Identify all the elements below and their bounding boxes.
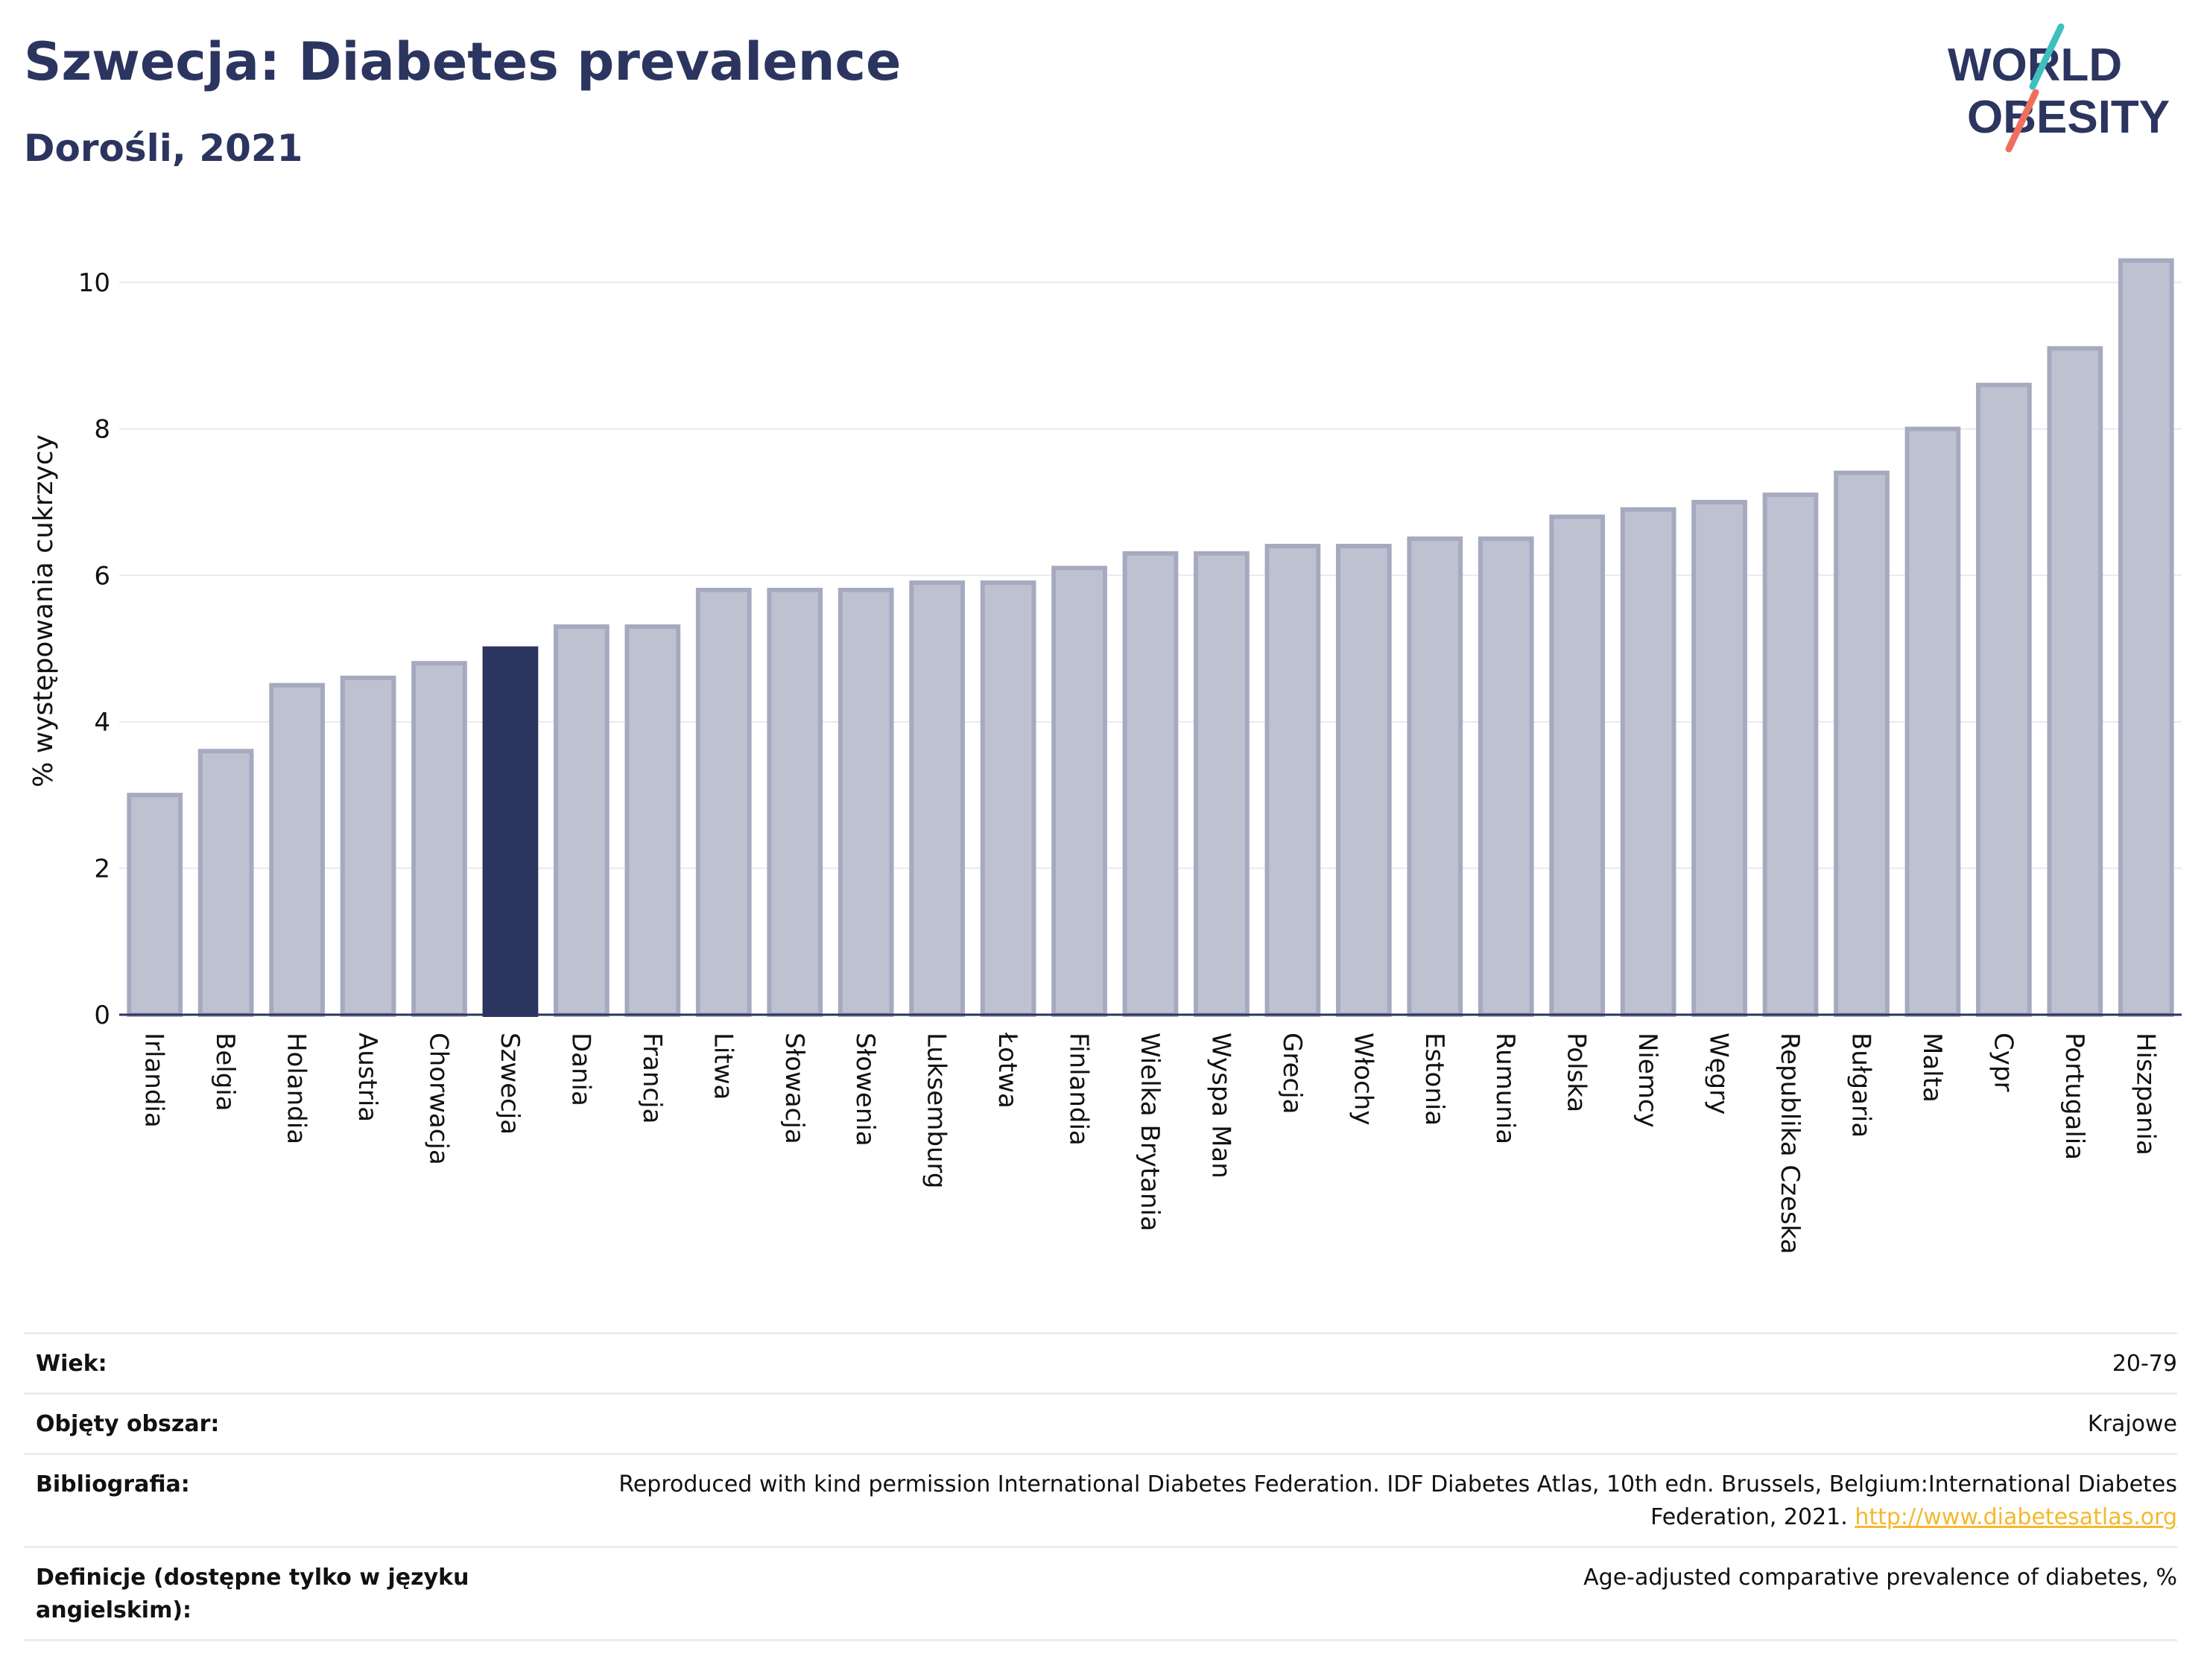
x-tick-label: Belgia xyxy=(210,1033,240,1112)
x-tick-label: Bułgaria xyxy=(1846,1033,1875,1138)
bar xyxy=(554,624,609,1017)
x-tick-label: Litwa xyxy=(708,1033,738,1100)
y-tick-label: 0 xyxy=(94,1001,110,1030)
y-axis-label: % występowania cukrzycy xyxy=(28,434,59,787)
y-tick-label: 8 xyxy=(94,415,110,445)
x-tick-label: Austria xyxy=(352,1033,382,1122)
x-tick-label: Francja xyxy=(637,1033,667,1123)
x-tick-label: Grecja xyxy=(1277,1033,1307,1114)
x-tick-label: Słowacja xyxy=(779,1033,809,1144)
info-key-definitions: Definicje (dostępne tylko w języku angie… xyxy=(36,1565,469,1623)
x-tick-label: Wielka Brytania xyxy=(1135,1033,1165,1232)
chart-title: Szwecja: Diabetes prevalence xyxy=(24,31,902,92)
x-tick-label: Holandia xyxy=(282,1033,311,1144)
x-tick-label: Irlandia xyxy=(139,1033,169,1128)
bibliography-link[interactable]: http://www.diabetesatlas.org xyxy=(1855,1504,2177,1530)
info-value-bibliography: Reproduced with kind permission Internat… xyxy=(483,1454,2177,1547)
bar xyxy=(1691,500,1747,1017)
info-key-age: Wiek: xyxy=(36,1351,107,1377)
chart-subtitle: Dorośli, 2021 xyxy=(24,127,303,170)
y-tick-label: 2 xyxy=(94,854,110,884)
x-tick-label: Republika Czeska xyxy=(1775,1033,1805,1255)
axis-layer: 0 2 4 6 8 10 Irlandia Belgia Holandia Austria Chor… xyxy=(78,268,2182,1255)
bibliography-text: Reproduced with kind permission Internat… xyxy=(618,1471,2177,1530)
bar xyxy=(411,661,467,1017)
bar xyxy=(340,675,396,1018)
info-key-bibliography: Bibliografia: xyxy=(36,1471,190,1497)
bar xyxy=(1051,565,1107,1017)
x-tick-label: Dania xyxy=(566,1033,595,1106)
bar-highlight xyxy=(482,646,539,1017)
logo-slash-coral xyxy=(2005,89,2039,153)
bar xyxy=(1620,507,1676,1017)
x-tick-label: Malta xyxy=(1917,1033,1947,1103)
y-tick-label: 4 xyxy=(94,708,110,738)
x-tick-label: Hiszpania xyxy=(2130,1033,2160,1156)
bar xyxy=(1834,470,1890,1017)
bar xyxy=(1264,543,1321,1017)
info-row-coverage: Objęty obszar: Krajowe xyxy=(24,1393,2177,1454)
bar xyxy=(909,580,966,1017)
info-value-definitions: Age-adjusted comparative prevalence of d… xyxy=(1583,1565,2177,1591)
bar xyxy=(1478,536,1534,1017)
x-tick-label: Słowenia xyxy=(850,1033,880,1147)
bar xyxy=(1407,536,1463,1017)
logo-word-obesity: OBESITY xyxy=(1967,92,2170,143)
y-tick-label: 6 xyxy=(94,561,110,591)
x-tick-label: Włochy xyxy=(1348,1033,1378,1125)
bar xyxy=(624,624,681,1017)
bar xyxy=(1549,514,1606,1017)
bar xyxy=(1194,551,1250,1017)
info-value-age: 20-79 xyxy=(2112,1351,2177,1377)
info-table: Wiek: 20-79 Objęty obszar: Krajowe Bibli… xyxy=(24,1332,2177,1641)
x-tick-label: Szwecja xyxy=(495,1033,525,1135)
x-tick-label: Portugalia xyxy=(2059,1033,2089,1160)
bar xyxy=(1904,426,1961,1017)
world-obesity-logo: WORLD OBESITY xyxy=(1948,23,2170,153)
x-tick-label: Estonia xyxy=(1419,1033,1449,1126)
x-tick-label: Finlandia xyxy=(1064,1033,1094,1146)
x-tick-label: Chorwacja xyxy=(424,1033,454,1165)
bar xyxy=(127,793,183,1017)
bar xyxy=(980,580,1036,1017)
bar xyxy=(1335,543,1392,1017)
info-key-coverage: Objęty obszar: xyxy=(36,1411,220,1437)
x-tick-label: Wyspa Man xyxy=(1206,1033,1235,1179)
bar xyxy=(2118,258,2174,1017)
bar xyxy=(197,749,254,1018)
x-tick-label: Cypr xyxy=(1988,1033,2018,1091)
bar xyxy=(269,682,325,1017)
bar-layer xyxy=(127,258,2174,1018)
bar xyxy=(2047,346,2103,1018)
x-tick-label: Łotwa xyxy=(992,1032,1022,1109)
info-row-definitions: Definicje (dostępne tylko w języku angie… xyxy=(24,1547,2177,1641)
info-row-age: Wiek: 20-79 xyxy=(24,1333,2177,1394)
bar xyxy=(837,587,894,1017)
info-value-coverage: Krajowe xyxy=(2087,1411,2177,1437)
x-tick-label: Rumunia xyxy=(1490,1033,1520,1144)
info-row-bibliography: Bibliografia: Reproduced with kind permi… xyxy=(24,1454,2177,1547)
x-tick-label: Luksemburg xyxy=(922,1033,951,1188)
bar xyxy=(1122,551,1179,1017)
x-tick-label: Polska xyxy=(1562,1033,1592,1112)
y-tick-label: 10 xyxy=(78,268,110,298)
bar-chart: 0 2 4 6 8 10 Irlandia Belgia Holandia Austria Chor… xyxy=(28,258,2182,1255)
bar xyxy=(1976,382,2032,1017)
bar xyxy=(695,587,752,1017)
bar xyxy=(767,587,823,1017)
x-tick-label: Niemcy xyxy=(1633,1033,1662,1128)
logo-slash-teal xyxy=(2029,23,2065,90)
bar xyxy=(1762,492,1819,1017)
x-tick-label: Węgry xyxy=(1704,1033,1734,1115)
